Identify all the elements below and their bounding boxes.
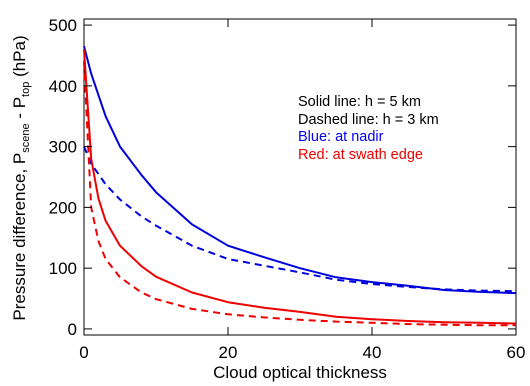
plot-frame xyxy=(83,18,517,336)
x-tick-label: 20 xyxy=(219,343,238,362)
series-line-blue-dashed xyxy=(83,146,517,293)
x-axis-title: Cloud optical thickness xyxy=(213,363,387,382)
y-axis-title-main: Pressure difference, P xyxy=(10,153,29,321)
y-axis-title-mid: - P xyxy=(10,97,29,123)
note-red-swath-edge: Red: at swath edge xyxy=(298,147,423,163)
note-blue-nadir: Blue: at nadir xyxy=(298,129,384,145)
x-tick-label: 40 xyxy=(363,343,382,362)
note-solid-line: Solid line: h = 5 km xyxy=(298,94,421,110)
y-axis-title: Pressure difference, Pscene - Ptop (hPa) xyxy=(10,35,32,320)
y-axis-title-sub-top: top xyxy=(20,82,32,97)
series-layer xyxy=(83,46,517,327)
y-tick-label: 100 xyxy=(49,259,77,278)
y-tick-label: 200 xyxy=(49,198,77,217)
y-tick-label: 0 xyxy=(68,320,77,339)
note-dashed-line: Dashed line: h = 3 km xyxy=(298,112,439,128)
y-tick-label: 400 xyxy=(49,77,77,96)
x-tick-label: 0 xyxy=(79,343,88,362)
legend-notes: Solid line: h = 5 km Dashed line: h = 3 … xyxy=(298,94,439,163)
tick-layer: 0 20 40 60 0 100 200 300 400 500 xyxy=(49,16,526,362)
y-tick-label: 300 xyxy=(49,138,77,157)
series-line-red-solid xyxy=(83,49,517,325)
series-line-blue-solid xyxy=(83,46,517,295)
series-line-red-dashed xyxy=(83,61,516,327)
y-tick-label: 500 xyxy=(49,16,77,35)
x-tick-label: 60 xyxy=(507,343,526,362)
y-axis-title-sub-scene: scene xyxy=(20,123,32,152)
y-axis-title-end: (hPa) xyxy=(10,35,29,81)
